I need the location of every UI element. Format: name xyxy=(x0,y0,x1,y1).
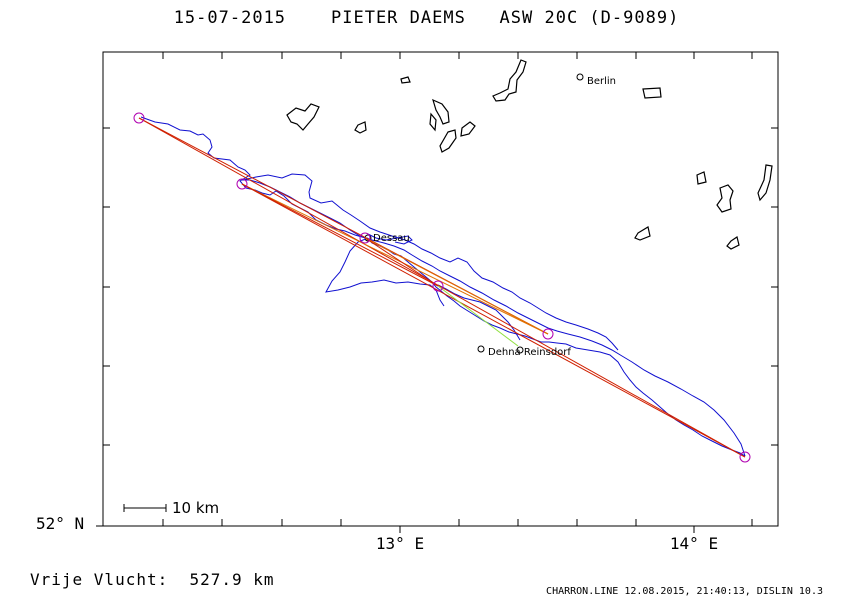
map-frame xyxy=(102,51,779,527)
lake-5 xyxy=(429,98,450,132)
lakes xyxy=(286,59,773,250)
lake-1 xyxy=(400,76,411,84)
turnpoint-6 xyxy=(739,451,751,463)
turnpoint-4 xyxy=(432,280,444,292)
left-ticks xyxy=(96,127,110,527)
track-segment-main xyxy=(140,116,746,457)
track-segment-return xyxy=(242,179,746,457)
lon-label-14: 14° E xyxy=(669,534,719,553)
distance-label: Vrije Vlucht: xyxy=(30,570,169,589)
distance-value: 527.9 km xyxy=(189,570,275,589)
lake-7 xyxy=(460,121,476,137)
lake-8 xyxy=(642,87,662,99)
place-label-dehna-reinsdorf: Dehna Reinsdorf xyxy=(488,347,571,358)
lake-6 xyxy=(439,129,457,153)
track-segment-loop3 xyxy=(437,284,521,341)
track-segment-loop2 xyxy=(325,237,445,307)
lake-13 xyxy=(726,236,740,250)
track-segment-loop1 xyxy=(241,173,619,351)
turnpoint-1 xyxy=(133,112,145,124)
task-leg-3 xyxy=(241,183,746,458)
task-leg-4 xyxy=(241,183,549,335)
scale-bar-label: 10 km xyxy=(172,499,220,517)
place-label-dessau: Dessau xyxy=(373,233,410,244)
title-pilot: PIETER DAEMS xyxy=(331,8,466,28)
flight-track xyxy=(140,116,746,457)
top-ticks xyxy=(162,52,753,59)
lake-2 xyxy=(492,59,527,102)
task-leg-5 xyxy=(364,237,549,335)
flight-title: 15-07-2015 PIETER DAEMS ASW 20C (D-9089) xyxy=(0,8,853,28)
place-label-berlin: Berlin xyxy=(587,76,617,87)
city-markers xyxy=(364,73,584,354)
lat-label: 52° N xyxy=(36,514,85,533)
title-glider: ASW 20C (D-9089) xyxy=(499,8,680,28)
bottom-ticks xyxy=(162,519,753,533)
track-segment-loop4 xyxy=(367,233,413,245)
lake-11 xyxy=(757,164,773,202)
task-leg-1 xyxy=(138,117,746,458)
turnpoint-2 xyxy=(236,178,248,190)
lon-label-13: 13° E xyxy=(375,534,425,553)
task-leg-6 xyxy=(364,237,439,287)
city-marker-dehna xyxy=(477,345,485,353)
city-marker-reinsdorf xyxy=(516,346,524,354)
title-date: 15-07-2015 xyxy=(173,8,287,28)
city-marker-berlin xyxy=(576,73,584,81)
lake-3 xyxy=(286,103,320,131)
lake-12 xyxy=(634,226,651,241)
turnpoints xyxy=(133,112,751,463)
task-leg-7 xyxy=(241,183,439,287)
glide-line xyxy=(437,285,519,347)
footer-info: CHARRON.LINE 12.08.2015, 21:40:13, DISLI… xyxy=(546,586,823,597)
turnpoint-3 xyxy=(359,232,371,244)
right-ticks xyxy=(771,127,778,446)
lake-9 xyxy=(696,171,707,185)
scale-bar xyxy=(123,504,167,512)
flight-distance: Vrije Vlucht: 527.9 km xyxy=(30,570,275,589)
task-lines xyxy=(138,117,746,458)
lake-10 xyxy=(716,184,734,213)
lake-4 xyxy=(354,121,367,134)
turnpoint-5 xyxy=(542,328,554,340)
